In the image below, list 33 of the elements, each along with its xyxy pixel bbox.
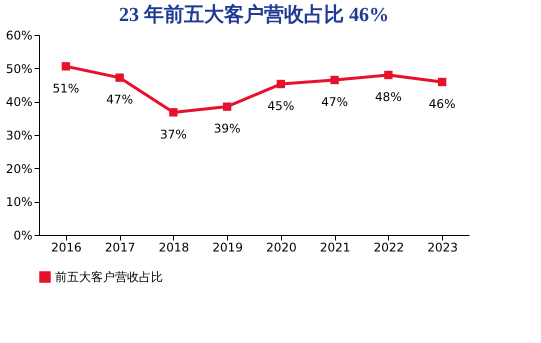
data-label: 47% xyxy=(106,92,133,107)
x-tick-label: 2020 xyxy=(266,240,297,254)
y-tick-label: 60% xyxy=(6,28,32,42)
data-label: 45% xyxy=(268,99,294,113)
point xyxy=(276,80,286,88)
x-tick-label: 2019 xyxy=(212,240,243,254)
x-tick-label: 2023 xyxy=(427,240,458,254)
point xyxy=(115,73,124,82)
x-tick-label: 2022 xyxy=(374,240,404,254)
point xyxy=(222,102,232,111)
y-tick-label: 30% xyxy=(6,128,32,142)
y-tick-label: 0% xyxy=(13,228,32,242)
y-tick-label: 50% xyxy=(6,62,32,76)
data-label: 46% xyxy=(428,97,456,111)
x-tick-label: 2018 xyxy=(158,240,190,254)
y-tick-label: 20% xyxy=(6,162,32,176)
data-label: 48% xyxy=(375,90,402,104)
chart-title: 23 年前五大客户营收占比 46% xyxy=(119,3,389,26)
point xyxy=(62,62,70,71)
data-label: 47% xyxy=(321,95,348,109)
legend-label: 前五大客户营收占比 xyxy=(55,270,163,284)
x-tick-label: 2016 xyxy=(51,240,82,254)
y-tick-label: 40% xyxy=(6,95,32,110)
point xyxy=(169,108,178,117)
x-tick-label: 2017 xyxy=(104,240,136,254)
point xyxy=(438,78,446,86)
point xyxy=(384,70,393,80)
data-label: 51% xyxy=(52,81,80,96)
x-tick-label: 2021 xyxy=(320,240,350,254)
data-label: 37% xyxy=(160,127,187,142)
y-tick-label: 10% xyxy=(6,195,32,210)
data-label: 39% xyxy=(214,122,240,136)
point xyxy=(330,76,339,84)
